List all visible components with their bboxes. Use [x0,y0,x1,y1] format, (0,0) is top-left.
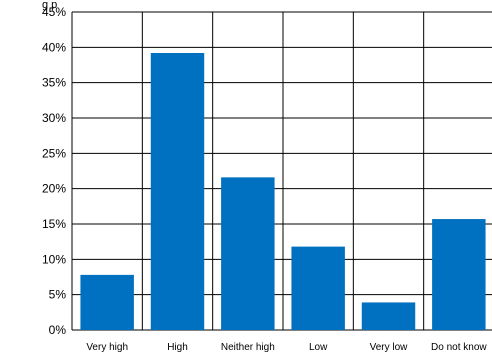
y-tick-label: 0% [49,323,67,337]
y-tick-label: 5% [49,288,67,302]
y-tick-label: 40% [42,40,66,54]
bar-neither-high [221,177,275,330]
x-tick-label: High [167,342,188,353]
y-tick-label: 20% [42,182,66,196]
x-tick-label: Do not know [431,342,487,353]
bar-very-low [361,302,416,330]
bar-high [150,52,205,331]
bar-very-high [80,274,134,330]
y-tick-label: 30% [42,111,66,125]
bar-low [291,246,345,330]
y-tick-label: 25% [42,146,66,160]
cropped-title-fragment: g p [42,0,57,11]
x-tick-label: Low [309,342,328,353]
y-tick-label: 45% [42,5,66,19]
bar-do-not-know [432,219,486,330]
y-tick-label: 15% [42,217,66,231]
y-tick-label: 10% [42,252,66,266]
x-tick-label: Very low [370,342,409,353]
x-tick-label: Neither high [221,342,275,353]
y-tick-label: 35% [42,76,66,90]
x-tick-label: Very high [86,342,128,353]
